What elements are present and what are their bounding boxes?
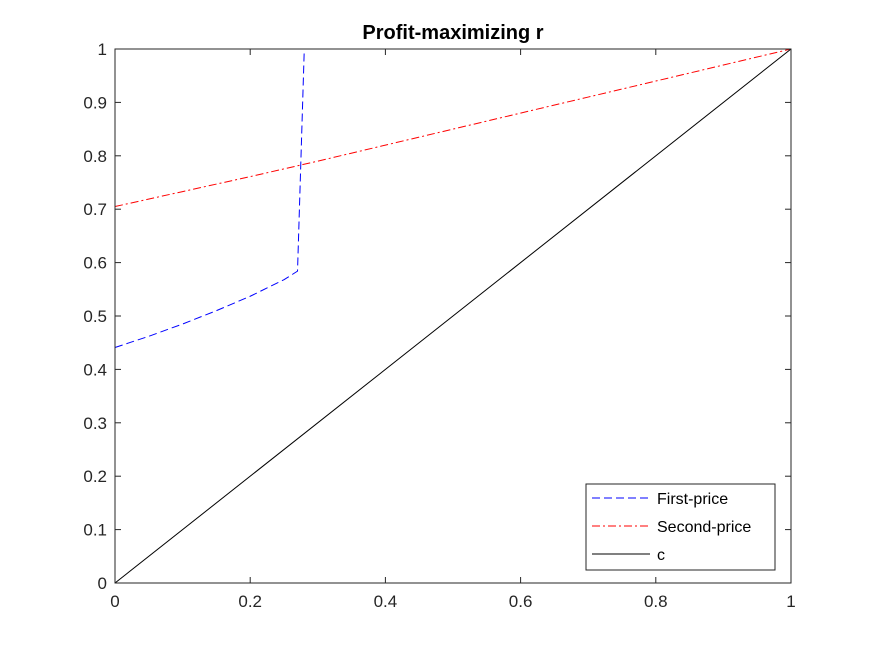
x-tick-label-4: 0.8	[644, 592, 668, 611]
x-tick-label-0: 0	[110, 592, 119, 611]
series-line-2	[114, 48, 792, 584]
y-tick-label-5: 0.5	[83, 307, 107, 326]
legend-label-2: c	[657, 547, 665, 564]
y-tick-label-6: 0.6	[83, 254, 107, 273]
x-tick-label-3: 0.6	[509, 592, 533, 611]
y-tick-label-9: 0.9	[83, 93, 107, 112]
chart-title: Profit-maximizing r	[362, 22, 543, 44]
x-tick-label-2: 0.4	[374, 592, 398, 611]
axes-layer: 0 0.2 0.4 0.6 0.8 1 0 0.1 0.2 0.3 0.4 0.5 0.6 0.7 0.8 0…	[83, 40, 795, 611]
y-tick-label-10: 1	[98, 40, 107, 59]
series-line-1	[114, 48, 792, 208]
legend-label-0: First-price	[657, 491, 728, 508]
legend: First-price Second-price c	[585, 483, 776, 571]
y-tick-label-2: 0.2	[83, 467, 107, 486]
legend-label-1: Second-price	[657, 519, 751, 536]
x-tick-label-5: 1	[786, 592, 795, 611]
y-tick-label-0: 0	[98, 574, 107, 593]
y-tick-label-4: 0.4	[83, 360, 107, 379]
y-tick-label-1: 0.1	[83, 521, 107, 540]
y-tick-label-8: 0.8	[83, 147, 107, 166]
x-tick-label-1: 0.2	[238, 592, 262, 611]
y-tick-label-3: 0.3	[83, 414, 107, 433]
y-tick-label-7: 0.7	[83, 200, 107, 219]
